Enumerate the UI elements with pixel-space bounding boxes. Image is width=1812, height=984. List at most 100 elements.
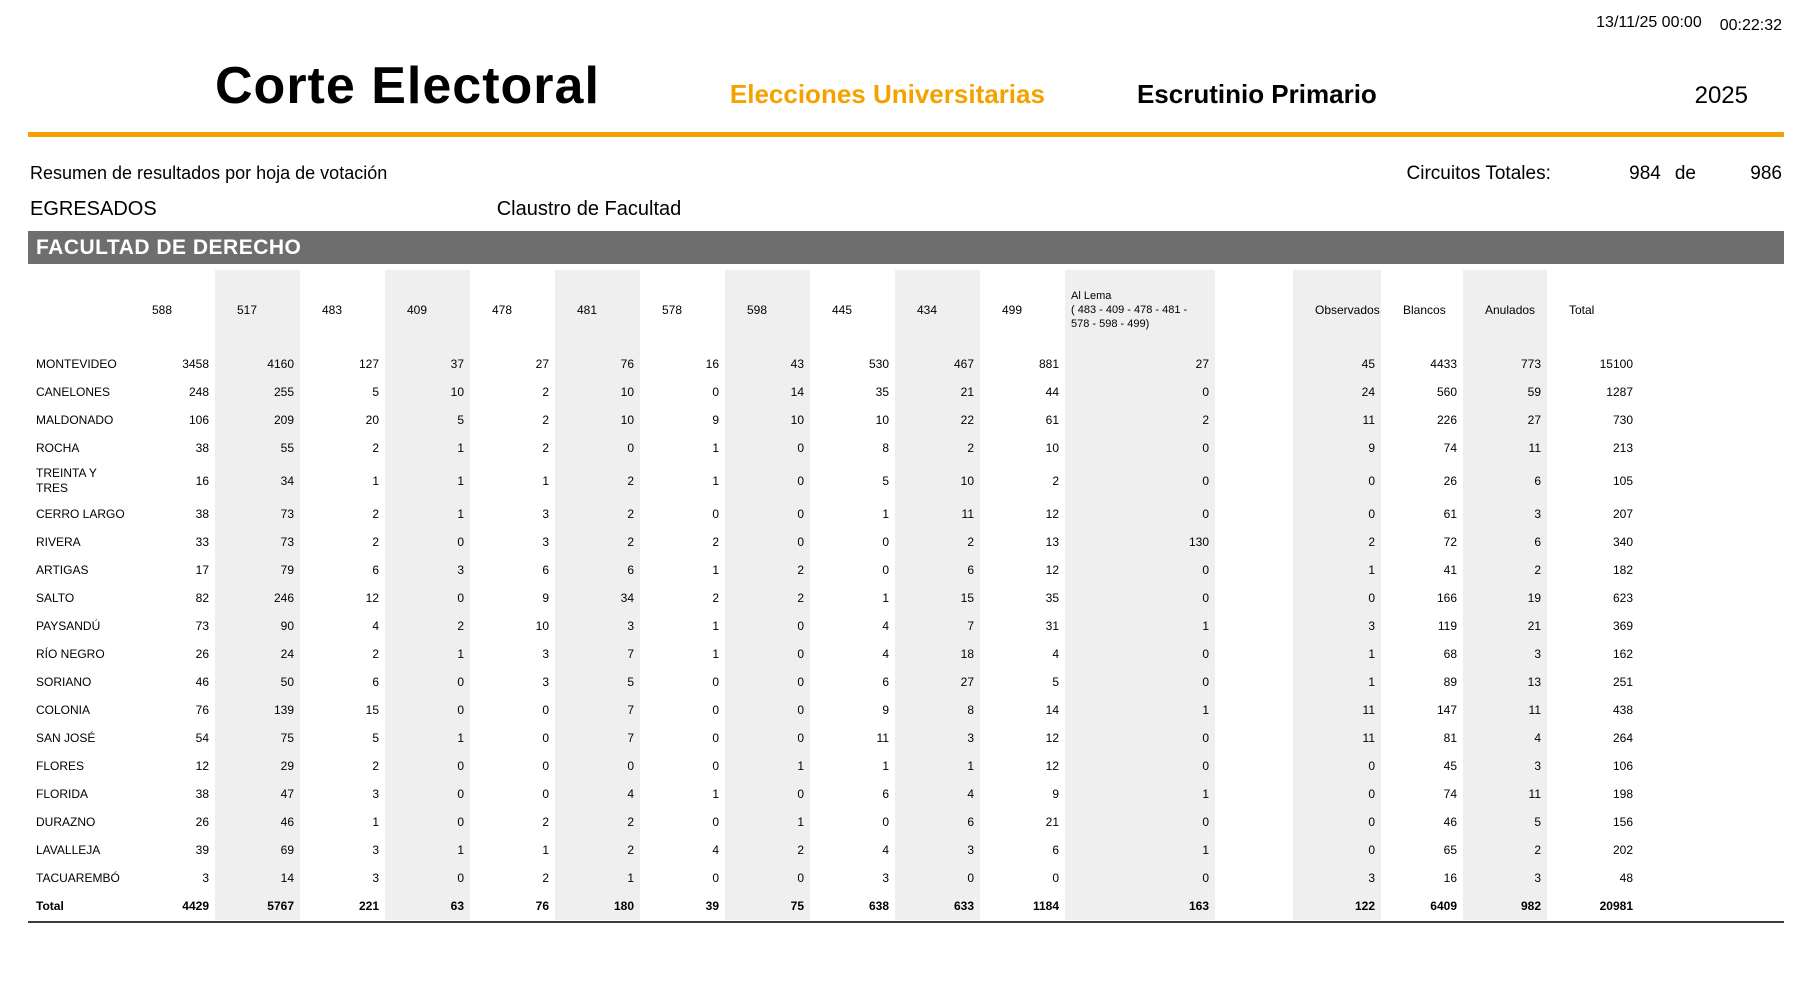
value-cell: 9 xyxy=(882,702,889,717)
value-cell: 2 xyxy=(725,836,810,864)
value-cell: 0 xyxy=(1052,870,1059,885)
header-row: 588 517 483 409 478 481 578 598 445 434 499 Al Lema… xyxy=(28,270,1639,350)
value-cell: 2 xyxy=(372,506,379,521)
body-name: Claustro de Facultad xyxy=(496,198,682,220)
value-cell: 11 xyxy=(895,500,980,528)
value-cell: 0 xyxy=(555,434,640,462)
value-cell: 21 xyxy=(895,378,980,406)
value-cell: 1 xyxy=(1065,696,1215,724)
value-cell: 20981 xyxy=(1599,898,1633,913)
department-row: ROCHA 38 55 2 1 2 0 1 0 8 2 10 0 9 74 11 213 xyxy=(28,434,1639,462)
value-cell: 1 xyxy=(1065,612,1215,640)
value-cell: 0 xyxy=(1065,434,1215,462)
value-cell: 16 xyxy=(1443,870,1457,885)
value-cell: 162 xyxy=(1612,646,1633,661)
list-517-column-header: 517 xyxy=(215,270,300,350)
value-cell: 0 xyxy=(1065,752,1215,780)
list-445-column-header: 445 xyxy=(832,303,853,317)
value-cell: 0 xyxy=(1065,724,1215,752)
report-page: 13/11/25 00:00 00:22:32 Corte Electoral E… xyxy=(0,14,1812,984)
value-cell: 3 xyxy=(1463,640,1547,668)
value-cell: 10 xyxy=(725,406,810,434)
spacer-cell xyxy=(1215,612,1293,640)
value-cell: 198 xyxy=(1612,786,1633,801)
value-cell: 3458 xyxy=(182,356,209,371)
department-row: PAYSANDÚ 73 90 4 2 10 3 1 0 4 7 31 1 3 119 21 369 xyxy=(28,612,1639,640)
value-cell: 2 xyxy=(712,534,719,549)
value-cell: 5 xyxy=(1463,808,1547,836)
value-cell: 127 xyxy=(358,356,379,371)
summary-title: Resumen de resultados por hoja de votaci… xyxy=(30,163,388,183)
department-name: SAN JOSÉ xyxy=(36,730,96,745)
value-cell: 6 xyxy=(895,556,980,584)
value-cell: 246 xyxy=(215,584,300,612)
value-cell: 438 xyxy=(1612,702,1633,717)
value-cell: 182 xyxy=(1612,562,1633,577)
circuits-of-word: de xyxy=(1674,163,1696,184)
value-cell: 10 xyxy=(555,378,640,406)
value-cell: 1 xyxy=(372,473,379,488)
value-cell: 638 xyxy=(868,898,889,913)
department-name: SALTO xyxy=(36,590,75,605)
department-name: ARTIGAS xyxy=(36,562,89,577)
value-cell: 4 xyxy=(882,842,889,857)
value-cell: 39 xyxy=(195,842,209,857)
value-cell: 2 xyxy=(555,500,640,528)
value-cell: 11 xyxy=(876,730,889,745)
value-cell: 209 xyxy=(215,406,300,434)
value-cell: 74 xyxy=(1443,440,1457,455)
value-cell: 2 xyxy=(895,434,980,462)
value-cell: 29 xyxy=(215,752,300,780)
value-cell: 3 xyxy=(372,870,379,885)
list-409-column-header: 409 xyxy=(385,270,470,350)
value-cell: 15 xyxy=(365,702,379,717)
spacer-cell xyxy=(1215,724,1293,752)
value-cell: 2 xyxy=(1463,556,1547,584)
value-cell: 4433 xyxy=(1430,356,1457,371)
value-cell: 0 xyxy=(882,562,889,577)
value-cell: 0 xyxy=(1293,500,1381,528)
value-cell: 27 xyxy=(895,668,980,696)
value-cell: 0 xyxy=(725,612,810,640)
value-cell: 0 xyxy=(385,528,470,556)
value-cell: 0 xyxy=(725,724,810,752)
value-cell: 6 xyxy=(372,562,379,577)
value-cell: 1 xyxy=(1065,780,1215,808)
value-cell: 0 xyxy=(1065,584,1215,612)
timestamp-bar: 13/11/25 00:00 00:22:32 xyxy=(28,14,1782,34)
value-cell: 2 xyxy=(1463,836,1547,864)
value-cell: 2 xyxy=(555,462,640,500)
value-cell: 2 xyxy=(1065,406,1215,434)
spacer-cell xyxy=(1215,836,1293,864)
value-cell: 3 xyxy=(542,646,549,661)
value-cell: 2 xyxy=(725,556,810,584)
value-cell: 3 xyxy=(895,836,980,864)
total-label: Total xyxy=(36,898,64,913)
value-cell: 22 xyxy=(895,406,980,434)
value-cell: 7 xyxy=(555,640,640,668)
value-cell: 1 xyxy=(725,752,810,780)
value-cell: 0 xyxy=(1065,378,1215,406)
value-cell: 1 xyxy=(882,590,889,605)
report-date: 13/11/25 00:00 xyxy=(1596,14,1702,31)
department-name: TACUAREMBÓ xyxy=(36,870,120,885)
value-cell: 0 xyxy=(385,808,470,836)
value-cell: 3 xyxy=(1463,752,1547,780)
department-name: MALDONADO xyxy=(36,412,114,427)
election-title: Elecciones Universitarias xyxy=(729,79,1045,109)
value-cell: 38 xyxy=(195,506,209,521)
value-cell: 982 xyxy=(1463,892,1547,920)
value-cell: 8 xyxy=(895,696,980,724)
spacer-cell xyxy=(1215,808,1293,836)
value-cell: 2 xyxy=(385,612,470,640)
department-row: RÍO NEGRO 26 24 2 1 3 7 1 0 4 18 4 0 1 68 3 162 xyxy=(28,640,1639,668)
value-cell: 0 xyxy=(542,702,549,717)
department-row: ARTIGAS 17 79 6 3 6 6 1 2 0 6 12 0 1 41 2 182 xyxy=(28,556,1639,584)
value-cell: 37 xyxy=(385,350,470,378)
value-cell: 163 xyxy=(1065,892,1215,920)
value-cell: 0 xyxy=(1065,640,1215,668)
value-cell: 0 xyxy=(385,584,470,612)
value-cell: 1 xyxy=(542,473,549,488)
value-cell: 3 xyxy=(1463,864,1547,892)
list-478-column-header: 478 xyxy=(492,303,513,317)
